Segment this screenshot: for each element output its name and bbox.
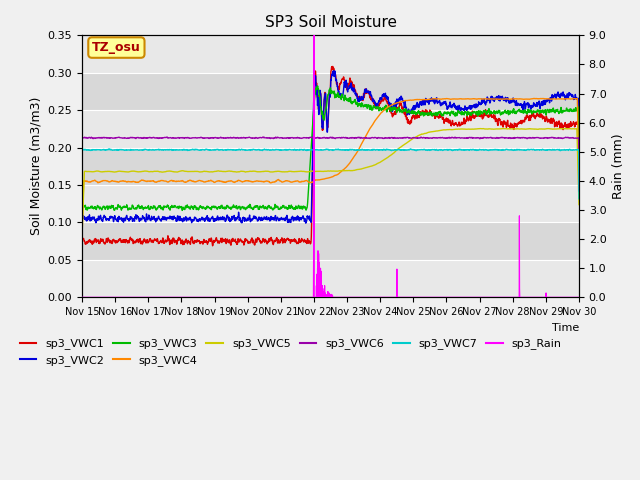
Bar bbox=[82, 147, 579, 185]
Bar bbox=[82, 110, 579, 147]
Legend: sp3_VWC1, sp3_VWC2, sp3_VWC3, sp3_VWC4, sp3_VWC5, sp3_VWC6, sp3_VWC7, sp3_Rain: sp3_VWC1, sp3_VWC2, sp3_VWC3, sp3_VWC4, … bbox=[15, 334, 566, 370]
Text: TZ_osu: TZ_osu bbox=[92, 41, 141, 54]
Bar bbox=[82, 185, 579, 222]
Bar bbox=[82, 260, 579, 297]
Y-axis label: Soil Moisture (m3/m3): Soil Moisture (m3/m3) bbox=[29, 97, 42, 236]
X-axis label: Time: Time bbox=[552, 323, 579, 333]
Bar bbox=[82, 222, 579, 260]
Title: SP3 Soil Moisture: SP3 Soil Moisture bbox=[264, 15, 397, 30]
Bar bbox=[82, 36, 579, 73]
Y-axis label: Rain (mm): Rain (mm) bbox=[612, 133, 625, 199]
Bar bbox=[82, 73, 579, 110]
